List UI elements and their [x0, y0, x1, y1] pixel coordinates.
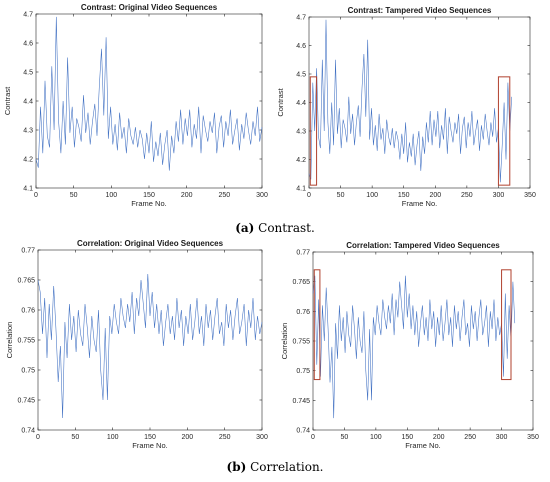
chart-title: Contrast: Original Video Sequences [81, 3, 218, 12]
chart-svg: Contrast: Original Video Sequences 0 50 100… [3, 3, 268, 208]
plot-frame [35, 13, 263, 189]
y-tick-label: 4.4 [23, 99, 33, 106]
x-tick-label: 150 [143, 192, 155, 199]
x-tick-label: 0 [34, 192, 38, 199]
x-tick-label: 300 [493, 192, 505, 199]
y-tick-label: 4.1 [296, 186, 306, 193]
y-tick-label: 4.7 [296, 15, 306, 22]
x-tick-label: 100 [366, 192, 378, 199]
y-tick-label: 0.755 [292, 339, 310, 346]
x-axis-label: Frame No. [405, 441, 440, 450]
y-tick-label: 4.4 [296, 100, 306, 107]
y-axis-label: Correlation [280, 323, 289, 360]
y-tick-label: 0.755 [17, 338, 35, 345]
x-axis-label: Frame No. [132, 441, 167, 450]
y-tick-label: 4.3 [296, 129, 306, 136]
y-tick-label: 0.77 [21, 248, 35, 255]
caption-a-text: Contrast. [254, 221, 315, 235]
x-tick-label: 100 [370, 434, 382, 441]
y-tick-label: 4.6 [296, 43, 306, 50]
tamper-highlight-box [501, 269, 512, 381]
y-tick-label: 4.3 [23, 128, 33, 135]
series-line [312, 275, 516, 419]
caption-a-label: (a) [235, 221, 255, 235]
y-tick-label: 0.77 [296, 250, 310, 257]
x-tick-label: 100 [107, 434, 119, 441]
y-tick-label: 0.75 [21, 368, 35, 375]
chart-contrast-tampered: Contrast: Tampered Video Sequences 0 50 100… [275, 0, 550, 215]
x-tick-label: 0 [36, 434, 40, 441]
chart-svg: Correlation: Original Video Sequences 0 50… [5, 239, 268, 450]
x-tick-label: 300 [256, 192, 268, 199]
x-tick-label: 350 [524, 192, 536, 199]
tamper-highlight-box [309, 76, 318, 186]
x-tick-label: 50 [341, 434, 349, 441]
chart-svg: Contrast: Tampered Video Sequences 0 50 100… [276, 6, 536, 208]
tamper-highlight-box [497, 76, 511, 186]
y-tick-label: 4.6 [23, 41, 33, 48]
chart-title: Correlation: Original Video Sequences [77, 239, 224, 248]
y-axis-label: Contrast [276, 87, 285, 116]
y-tick-label: 0.76 [296, 309, 310, 316]
y-axis-label: Contrast [3, 86, 12, 115]
y-axis-label: Correlation [5, 322, 14, 359]
x-tick-label: 150 [144, 434, 156, 441]
y-tick-label: 0.765 [292, 279, 310, 286]
caption-b-label: (b) [226, 460, 247, 474]
y-tick-label: 4.5 [23, 70, 33, 77]
tamper-highlight-box [313, 269, 321, 381]
chart-correlation-original: Correlation: Original Video Sequences 0 50… [0, 239, 270, 450]
plot-frame [308, 16, 531, 189]
series-line [308, 19, 512, 183]
chart-title: Correlation: Tampered Video Sequences [346, 241, 500, 250]
x-tick-label: 200 [433, 434, 445, 441]
x-tick-label: 50 [71, 434, 79, 441]
x-tick-label: 0 [311, 434, 315, 441]
x-tick-label: 50 [70, 192, 78, 199]
x-tick-label: 150 [401, 434, 413, 441]
series-line [37, 273, 263, 419]
x-tick-label: 250 [219, 434, 231, 441]
x-tick-label: 150 [398, 192, 410, 199]
x-tick-label: 300 [496, 434, 508, 441]
x-tick-label: 100 [105, 192, 117, 199]
chart-svg: Correlation: Tampered Video Sequences 0 50… [280, 241, 539, 450]
x-tick-label: 350 [527, 434, 539, 441]
x-tick-label: 50 [337, 192, 345, 199]
y-tick-label: 4.7 [23, 12, 33, 19]
x-tick-label: 200 [181, 434, 193, 441]
x-tick-label: 0 [307, 192, 311, 199]
x-tick-label: 250 [464, 434, 476, 441]
x-tick-label: 200 [181, 192, 193, 199]
chart-correlation-tampered: Correlation: Tampered Video Sequences 0 50… [275, 240, 550, 450]
x-tick-label: 200 [429, 192, 441, 199]
y-tick-label: 0.745 [292, 398, 310, 405]
y-tick-label: 4.5 [296, 72, 306, 79]
chart-title: Contrast: Tampered Video Sequences [348, 6, 492, 15]
y-tick-label: 0.76 [21, 308, 35, 315]
x-tick-label: 300 [256, 434, 268, 441]
y-tick-label: 0.75 [296, 368, 310, 375]
x-axis-label: Frame No. [131, 199, 166, 208]
y-tick-label: 0.74 [296, 428, 310, 435]
y-tick-label: 0.74 [21, 428, 35, 435]
y-tick-label: 0.765 [17, 278, 35, 285]
y-tick-label: 0.745 [17, 398, 35, 405]
y-tick-label: 4.2 [296, 157, 306, 164]
y-tick-label: 4.2 [23, 157, 33, 164]
caption-b: (b) Correlation. [0, 460, 550, 474]
series-line [35, 16, 263, 171]
x-tick-label: 250 [218, 192, 230, 199]
chart-contrast-original: Contrast: Original Video Sequences 0 50 100… [0, 0, 270, 215]
y-tick-label: 4.1 [23, 186, 33, 193]
x-tick-label: 250 [461, 192, 473, 199]
caption-a: (a) Contrast. [0, 221, 550, 235]
plot-frame [312, 251, 534, 431]
x-axis-label: Frame No. [402, 199, 437, 208]
caption-b-text: Correlation. [246, 460, 324, 474]
